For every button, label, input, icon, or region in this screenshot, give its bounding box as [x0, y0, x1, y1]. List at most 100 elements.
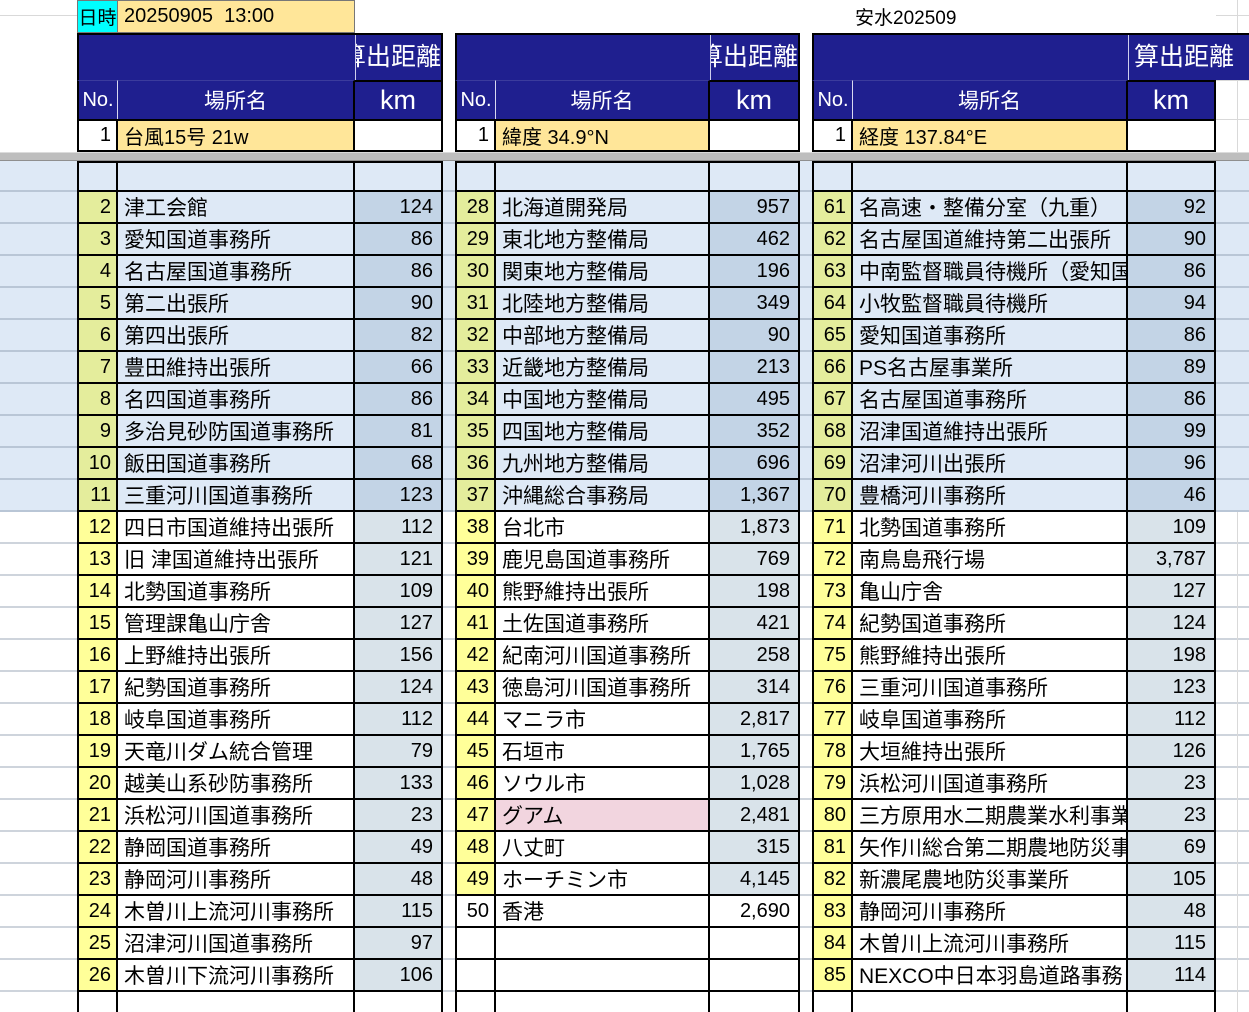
- distance-cell[interactable]: 115: [355, 896, 443, 926]
- place-name-cell[interactable]: グアム: [496, 800, 710, 830]
- no-cell[interactable]: 50: [455, 896, 496, 926]
- distance-cell[interactable]: 81: [355, 416, 443, 446]
- distance-cell[interactable]: 213: [710, 352, 800, 382]
- no-cell[interactable]: 8: [77, 384, 118, 414]
- no-cell[interactable]: 67: [812, 384, 853, 414]
- distance-cell[interactable]: 124: [1128, 608, 1216, 638]
- distance-cell[interactable]: 86: [355, 384, 443, 414]
- distance-cell[interactable]: 156: [355, 640, 443, 670]
- place-name-cell[interactable]: [118, 992, 355, 1012]
- distance-cell[interactable]: 198: [1128, 640, 1216, 670]
- no-cell[interactable]: [455, 928, 496, 958]
- distance-cell[interactable]: 349: [710, 288, 800, 318]
- no-cell[interactable]: 49: [455, 864, 496, 894]
- place-name-cell[interactable]: [496, 928, 710, 958]
- no-cell[interactable]: 25: [77, 928, 118, 958]
- place-name-cell[interactable]: 第二出張所: [118, 288, 355, 318]
- no-cell[interactable]: 81: [812, 832, 853, 862]
- distance-cell[interactable]: [355, 992, 443, 1012]
- place-name-cell[interactable]: 天竜川ダム統合管理: [118, 736, 355, 766]
- distance-cell[interactable]: 196: [710, 256, 800, 286]
- no-cell[interactable]: 65: [812, 320, 853, 350]
- place-name-cell[interactable]: [496, 992, 710, 1012]
- place-name-cell[interactable]: 沼津河川国道事務所: [118, 928, 355, 958]
- no-cell[interactable]: 15: [77, 608, 118, 638]
- distance-cell[interactable]: 89: [1128, 352, 1216, 382]
- distance-cell[interactable]: 69: [1128, 832, 1216, 862]
- distance-cell[interactable]: [1128, 119, 1216, 152]
- distance-cell[interactable]: 86: [1128, 256, 1216, 286]
- no-cell[interactable]: 78: [812, 736, 853, 766]
- distance-cell[interactable]: 99: [1128, 416, 1216, 446]
- place-name-cell[interactable]: 豊橋河川事務所: [853, 480, 1128, 510]
- place-name-cell[interactable]: [118, 163, 355, 190]
- place-name-cell[interactable]: 関東地方整備局: [496, 256, 710, 286]
- no-cell[interactable]: 18: [77, 704, 118, 734]
- place-name-cell[interactable]: 熊野維持出張所: [853, 640, 1128, 670]
- distance-cell[interactable]: 769: [710, 544, 800, 574]
- no-cell[interactable]: 20: [77, 768, 118, 798]
- distance-cell[interactable]: [710, 992, 800, 1012]
- place-name-cell[interactable]: 中南監督職員待機所（愛知国: [853, 256, 1128, 286]
- place-name-cell[interactable]: 緯度 34.9°N: [496, 119, 710, 152]
- place-name-cell[interactable]: 木曽川上流河川事務所: [853, 928, 1128, 958]
- place-name-cell[interactable]: [853, 992, 1128, 1012]
- no-cell[interactable]: [455, 163, 496, 190]
- place-name-cell[interactable]: 浜松河川国道事務所: [853, 768, 1128, 798]
- place-name-cell[interactable]: 飯田国道事務所: [118, 448, 355, 478]
- distance-cell[interactable]: [710, 928, 800, 958]
- distance-cell[interactable]: 462: [710, 224, 800, 254]
- no-cell[interactable]: 80: [812, 800, 853, 830]
- place-name-cell[interactable]: 沼津国道維持出張所: [853, 416, 1128, 446]
- place-name-cell[interactable]: 紀勢国道事務所: [118, 672, 355, 702]
- no-cell[interactable]: 29: [455, 224, 496, 254]
- no-cell[interactable]: 85: [812, 960, 853, 990]
- distance-cell[interactable]: [1128, 163, 1216, 190]
- no-cell[interactable]: 21: [77, 800, 118, 830]
- place-name-cell[interactable]: 名古屋国道事務所: [118, 256, 355, 286]
- place-name-cell[interactable]: 亀山庁舎: [853, 576, 1128, 606]
- place-name-cell[interactable]: 香港: [496, 896, 710, 926]
- doc-ref-cell[interactable]: 安水202509: [855, 8, 957, 29]
- no-cell[interactable]: 5: [77, 288, 118, 318]
- place-name-cell[interactable]: マニラ市: [496, 704, 710, 734]
- distance-cell[interactable]: 352: [710, 416, 800, 446]
- no-cell[interactable]: 12: [77, 512, 118, 542]
- distance-cell[interactable]: 94: [1128, 288, 1216, 318]
- place-name-cell[interactable]: 南鳥島飛行場: [853, 544, 1128, 574]
- place-name-cell[interactable]: 岐阜国道事務所: [118, 704, 355, 734]
- place-name-cell[interactable]: 新濃尾農地防災事業所: [853, 864, 1128, 894]
- place-name-cell[interactable]: [496, 960, 710, 990]
- no-cell[interactable]: 47: [455, 800, 496, 830]
- place-name-cell[interactable]: 愛知国道事務所: [118, 224, 355, 254]
- no-cell[interactable]: 7: [77, 352, 118, 382]
- distance-cell[interactable]: 106: [355, 960, 443, 990]
- distance-cell[interactable]: 258: [710, 640, 800, 670]
- distance-cell[interactable]: 109: [355, 576, 443, 606]
- place-name-cell[interactable]: 紀南河川国道事務所: [496, 640, 710, 670]
- no-cell[interactable]: 72: [812, 544, 853, 574]
- distance-cell[interactable]: 123: [355, 480, 443, 510]
- no-header-cell[interactable]: No.: [455, 80, 496, 119]
- no-cell[interactable]: 13: [77, 544, 118, 574]
- distance-cell[interactable]: 421: [710, 608, 800, 638]
- place-name-cell[interactable]: 四国地方整備局: [496, 416, 710, 446]
- distance-cell[interactable]: 126: [1128, 736, 1216, 766]
- place-name-cell[interactable]: 北陸地方整備局: [496, 288, 710, 318]
- no-cell[interactable]: 38: [455, 512, 496, 542]
- place-name-cell[interactable]: 名古屋国道維持第二出張所: [853, 224, 1128, 254]
- distance-cell[interactable]: 86: [355, 256, 443, 286]
- distance-cell[interactable]: 127: [1128, 576, 1216, 606]
- no-cell[interactable]: 1: [455, 119, 496, 152]
- no-cell[interactable]: 11: [77, 480, 118, 510]
- distance-cell[interactable]: 23: [1128, 800, 1216, 830]
- no-cell[interactable]: 76: [812, 672, 853, 702]
- distance-cell[interactable]: 86: [1128, 320, 1216, 350]
- place-name-cell[interactable]: 北海道開発局: [496, 192, 710, 222]
- place-name-cell[interactable]: 四日市国道維持出張所: [118, 512, 355, 542]
- place-name-cell[interactable]: 熊野維持出張所: [496, 576, 710, 606]
- distance-cell[interactable]: 124: [355, 672, 443, 702]
- place-name-cell[interactable]: 越美山系砂防事務所: [118, 768, 355, 798]
- no-cell[interactable]: 22: [77, 832, 118, 862]
- no-cell[interactable]: 37: [455, 480, 496, 510]
